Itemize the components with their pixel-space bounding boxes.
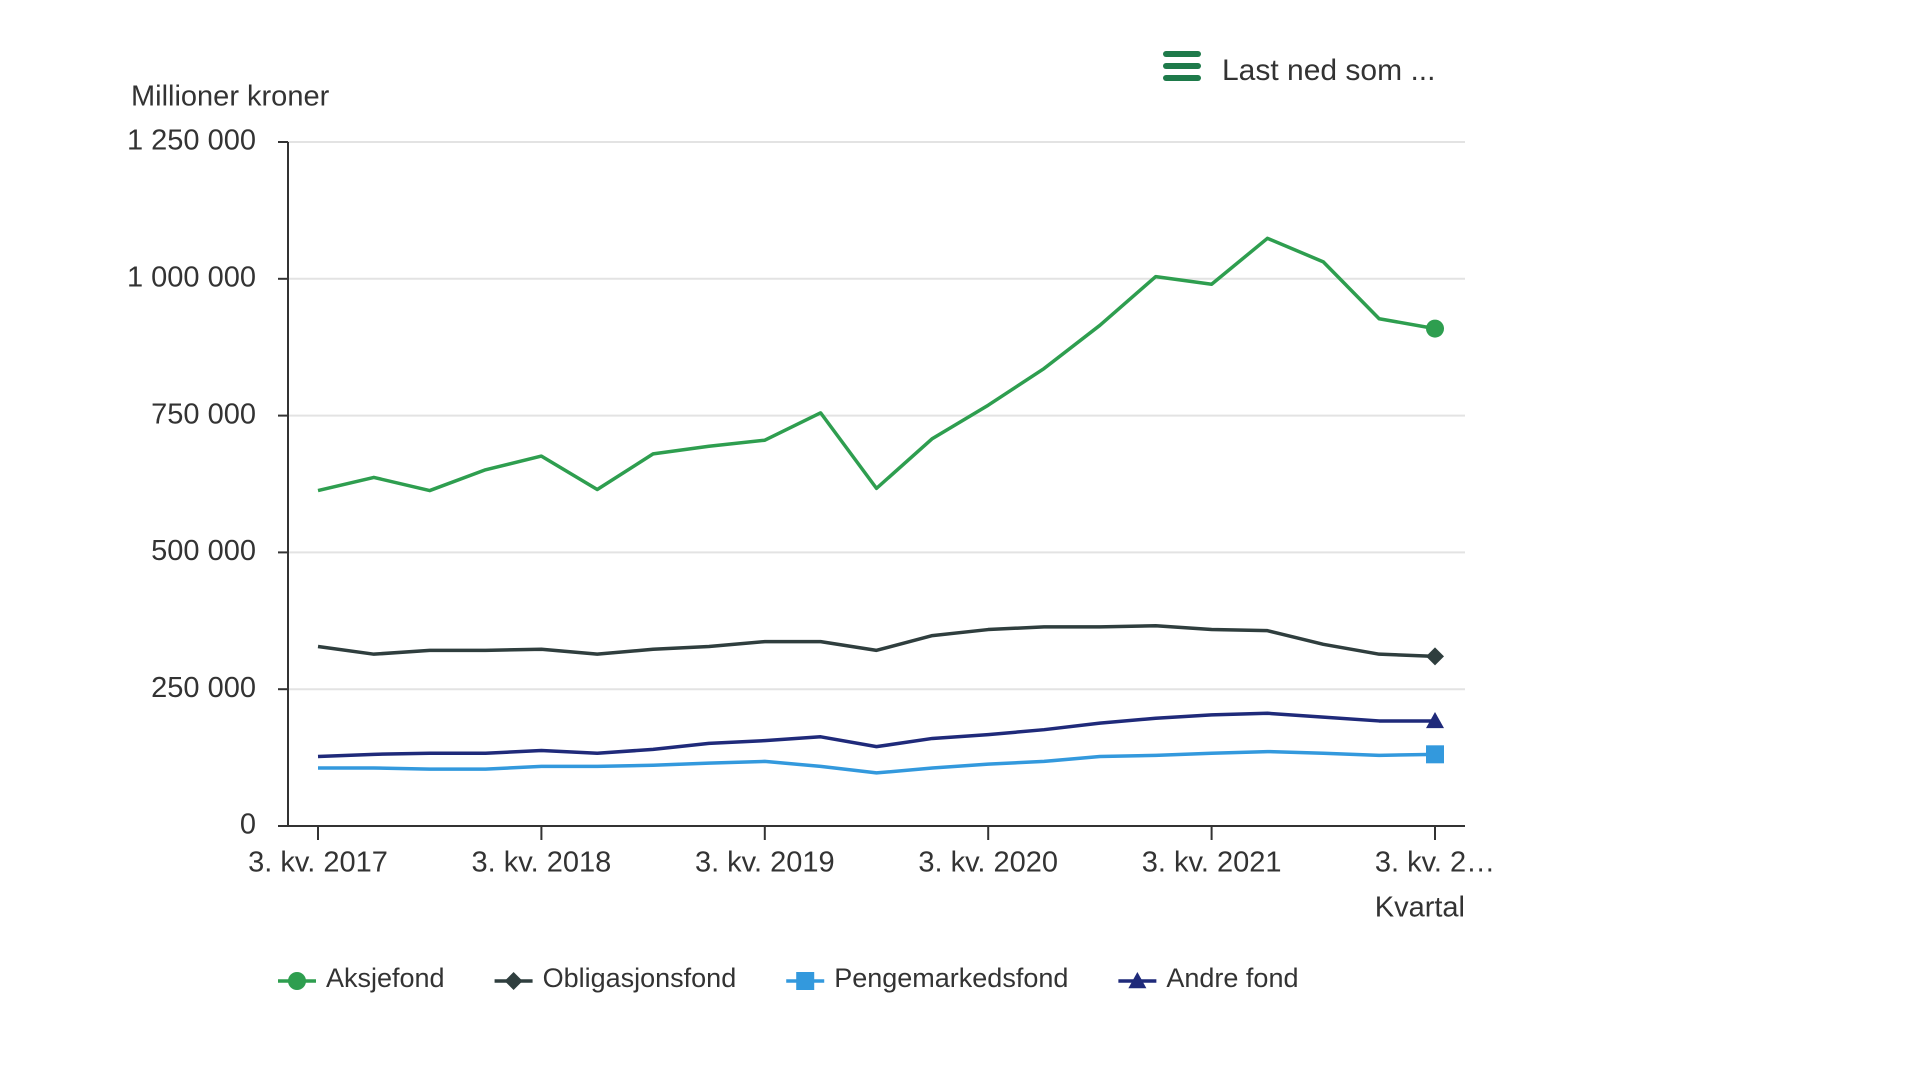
marker <box>1426 647 1444 666</box>
download-button[interactable]: Last ned som ... <box>1163 51 1435 87</box>
legend-label: Pengemarkedsfond <box>834 963 1068 993</box>
y-tick-label: 250 000 <box>151 672 256 704</box>
y-tick-label: 500 000 <box>151 535 256 567</box>
x-tick-label: 3. kv. 2019 <box>695 847 835 879</box>
series-line <box>318 749 1436 775</box>
series-line <box>317 623 1436 659</box>
marker <box>288 972 306 990</box>
y-axis-title: Millioner kroner <box>131 81 330 113</box>
series-line <box>317 711 1435 759</box>
y-tick-label: 0 <box>240 809 256 841</box>
legend-item: Obligasjonsfond <box>494 963 737 993</box>
marker <box>1426 711 1444 729</box>
x-tick-label: 3. kv. 2018 <box>472 847 612 879</box>
x-tick-label: 3. kv. 2017 <box>248 847 388 879</box>
legend-label: Andre fond <box>1166 963 1298 993</box>
marker <box>796 972 815 990</box>
legend-item: Andre fond <box>1118 963 1298 993</box>
series-line <box>317 236 1436 493</box>
legend-label: Aksjefond <box>326 963 445 993</box>
y-tick-label: 1 000 000 <box>127 261 256 293</box>
y-tick-label: 1 250 000 <box>127 125 256 157</box>
x-tick-label: 3. kv. 2… <box>1375 847 1495 879</box>
menu-icon-bar[interactable] <box>1163 75 1201 81</box>
marker <box>1128 972 1147 989</box>
x-axis-title: Kvartal <box>1375 892 1465 924</box>
legend: Aksjefond Obligasjonsfond Pengemarkedsfond… <box>278 963 1298 993</box>
y-tick-label: 750 000 <box>151 398 256 430</box>
legend-item: Aksjefond <box>278 963 445 993</box>
legend-item: Pengemarkedsfond <box>786 963 1068 993</box>
marker <box>1426 745 1444 764</box>
marker <box>504 972 523 990</box>
menu-icon-bar[interactable] <box>1163 63 1201 69</box>
marker <box>1426 319 1444 338</box>
download-label[interactable]: Last ned som ... <box>1222 54 1435 87</box>
legend-label: Obligasjonsfond <box>543 963 737 993</box>
x-tick-label: 3. kv. 2021 <box>1142 847 1282 879</box>
x-tick-label: 3. kv. 2020 <box>918 847 1058 879</box>
menu-icon-bar[interactable] <box>1163 51 1201 57</box>
